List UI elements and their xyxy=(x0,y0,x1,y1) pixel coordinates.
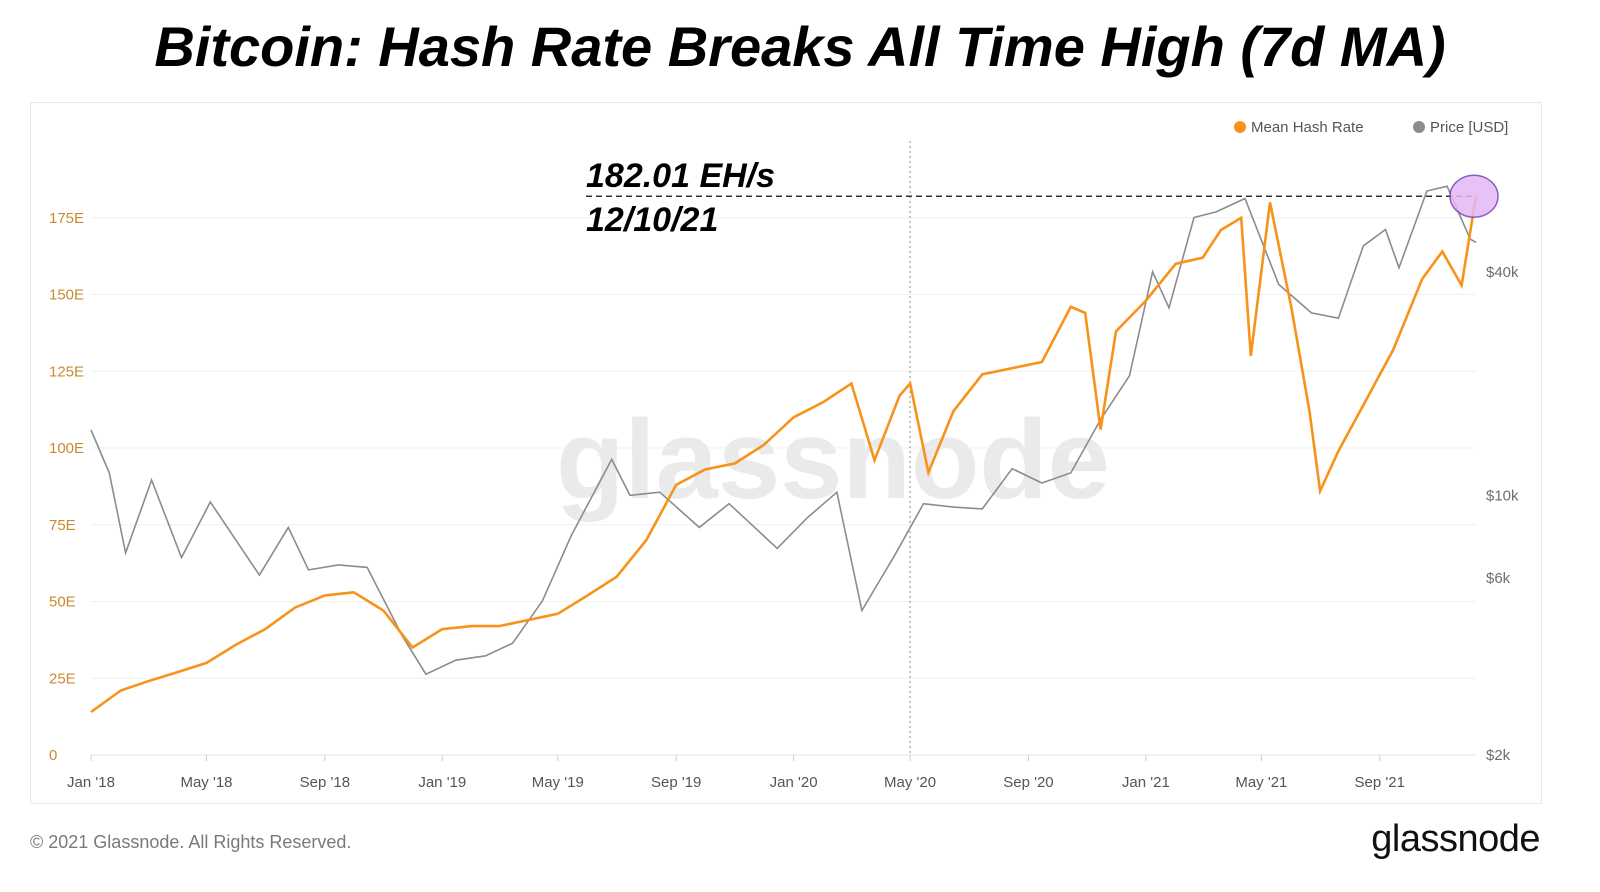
y-left-tick-label: 125E xyxy=(49,363,84,380)
y-left-tick-label: 150E xyxy=(49,287,84,304)
copyright-text: © 2021 Glassnode. All Rights Reserved. xyxy=(30,832,352,852)
chart-grid xyxy=(91,217,1476,679)
x-tick-label: Jan '20 xyxy=(770,774,818,791)
legend-dot-hash-rate xyxy=(1234,121,1246,133)
y-left-tick-label: 25E xyxy=(49,670,76,687)
x-tick-label: May '19 xyxy=(532,774,584,791)
page-title: Bitcoin: Hash Rate Breaks All Time High … xyxy=(154,15,1446,78)
y-axis-right: $2k $6k $10k $40k xyxy=(1486,264,1519,764)
x-tick-label: Sep '18 xyxy=(300,774,350,791)
x-tick-label: May '21 xyxy=(1235,774,1287,791)
hash-rate-series-line xyxy=(90,196,1478,714)
chart-legend: Mean Hash Rate Price [USD] xyxy=(1234,119,1508,136)
y-left-tick-label: 75E xyxy=(49,517,76,534)
legend-dot-price xyxy=(1413,121,1425,133)
y-left-tick-label: 0 xyxy=(49,747,57,764)
x-axis: Jan '18 May '18 Sep '18 Jan '19 May '19 Sep '… xyxy=(67,754,1476,791)
x-tick-label: Sep '19 xyxy=(651,774,701,791)
x-tick-label: Jan '21 xyxy=(1122,774,1170,791)
y-left-tick-label: 100E xyxy=(49,440,84,457)
x-tick-label: Sep '21 xyxy=(1355,774,1405,791)
x-tick-label: Jan '19 xyxy=(418,774,466,791)
y-left-tick-label: 175E xyxy=(49,210,84,227)
glassnode-logo: glassnode xyxy=(1371,818,1540,860)
legend-label-hash-rate: Mean Hash Rate xyxy=(1251,119,1364,136)
x-tick-label: May '18 xyxy=(180,774,232,791)
y-right-tick-label: $40k xyxy=(1486,264,1519,281)
x-tick-label: Jan '18 xyxy=(67,774,115,791)
annotation-date: 12/10/21 xyxy=(586,201,718,239)
watermark-text: glassnode xyxy=(556,397,1110,522)
x-tick-label: May '20 xyxy=(884,774,936,791)
price-series-line xyxy=(90,185,1477,676)
y-left-tick-label: 50E xyxy=(49,594,76,611)
annotation-value: 182.01 EH/s xyxy=(586,157,775,195)
hash-rate-chart: glassnode 0 25E 50E 75E 100E 125E 150E 175E $2k… xyxy=(49,119,1519,791)
y-axis-left: 0 25E 50E 75E 100E 125E 150E 175E xyxy=(49,210,84,764)
ath-highlight-circle xyxy=(1449,174,1499,219)
x-tick-label: Sep '20 xyxy=(1003,774,1053,791)
y-right-tick-label: $6k xyxy=(1486,570,1511,587)
y-right-tick-label: $2k xyxy=(1486,747,1511,764)
y-right-tick-label: $10k xyxy=(1486,487,1519,504)
chart-panel: glassnode 0 25E 50E 75E 100E 125E 150E 175E $2k… xyxy=(30,102,1542,804)
legend-label-price: Price [USD] xyxy=(1430,119,1508,136)
